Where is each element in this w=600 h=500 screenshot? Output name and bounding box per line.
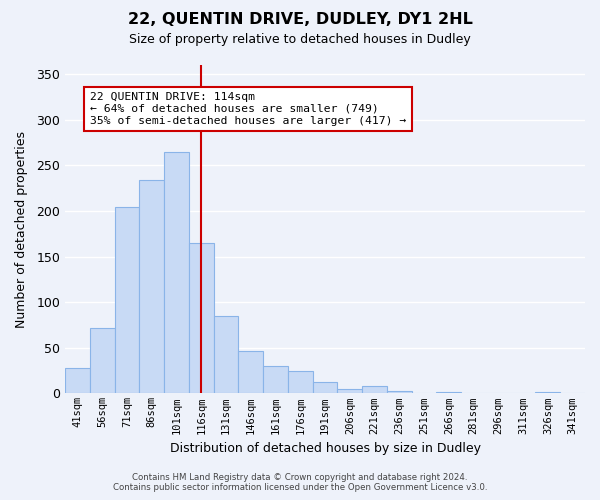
Bar: [362, 386, 387, 394]
Bar: [313, 382, 337, 394]
Text: 22 QUENTIN DRIVE: 114sqm
← 64% of detached houses are smaller (749)
35% of semi-: 22 QUENTIN DRIVE: 114sqm ← 64% of detach…: [90, 92, 406, 126]
Bar: [65, 368, 90, 394]
Bar: [189, 243, 214, 394]
Bar: [535, 392, 560, 394]
Bar: [238, 352, 263, 394]
Bar: [90, 328, 115, 394]
Text: Size of property relative to detached houses in Dudley: Size of property relative to detached ho…: [129, 32, 471, 46]
Text: 22, QUENTIN DRIVE, DUDLEY, DY1 2HL: 22, QUENTIN DRIVE, DUDLEY, DY1 2HL: [128, 12, 472, 28]
Text: Contains HM Land Registry data © Crown copyright and database right 2024.
Contai: Contains HM Land Registry data © Crown c…: [113, 473, 487, 492]
Bar: [337, 389, 362, 394]
Bar: [436, 392, 461, 394]
Bar: [214, 316, 238, 394]
Bar: [263, 366, 288, 394]
Y-axis label: Number of detached properties: Number of detached properties: [15, 130, 28, 328]
Bar: [164, 152, 189, 394]
X-axis label: Distribution of detached houses by size in Dudley: Distribution of detached houses by size …: [170, 442, 481, 455]
Bar: [115, 208, 139, 394]
Bar: [139, 180, 164, 394]
Bar: [387, 390, 412, 394]
Bar: [288, 370, 313, 394]
